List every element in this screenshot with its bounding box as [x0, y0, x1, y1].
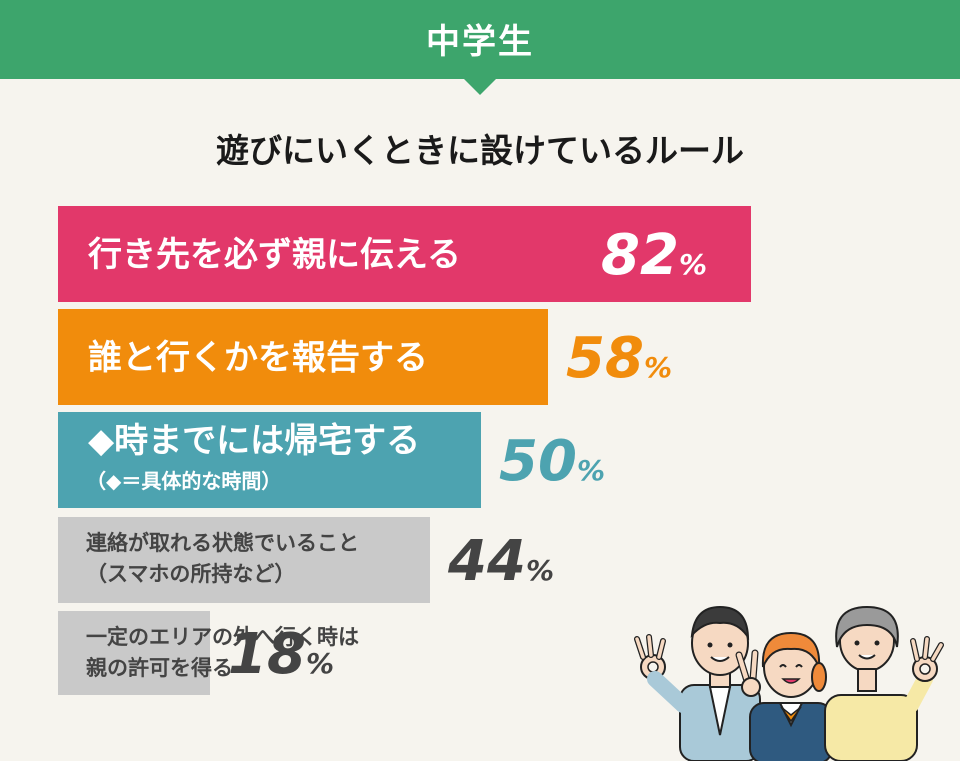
header-banner: 中学生	[0, 0, 960, 79]
value-label-3: 44%	[447, 529, 554, 594]
bar-label-3: 連絡が取れる状態でいること	[86, 531, 359, 555]
value-label-0: 82%	[601, 223, 707, 288]
value-label-2: 50%	[499, 429, 605, 494]
bar-sublabel-3: （スマホの所持など）	[86, 562, 295, 586]
bar-sublabel-2: （◆＝具体的な時間）	[86, 469, 281, 493]
value-label-4: 18%	[228, 622, 334, 687]
header-arrow-icon	[464, 79, 496, 95]
header-title: 中学生	[426, 22, 534, 62]
bar-3	[58, 517, 430, 603]
students-illustration	[634, 605, 944, 761]
bar-4	[58, 611, 210, 695]
value-label-1: 58%	[566, 326, 672, 391]
boy-figure	[634, 605, 761, 761]
bar-0	[58, 206, 751, 302]
bar-label-1: 誰と行くかを報告する	[88, 338, 428, 378]
bar-label-0: 行き先を必ず親に伝える	[88, 235, 461, 275]
bar-sublabel-4: 親の許可を得る	[86, 656, 233, 680]
chart-title: 遊びにいくときに設けているルール	[216, 131, 744, 170]
bar-label-2: ◆時までには帰宅する	[88, 421, 420, 461]
bar-1	[58, 309, 548, 405]
bar-2	[58, 412, 481, 508]
girl-figure	[735, 631, 833, 761]
parent-figure	[824, 605, 944, 761]
bar-label-4: 一定のエリアの外へ行く時は	[86, 625, 359, 649]
